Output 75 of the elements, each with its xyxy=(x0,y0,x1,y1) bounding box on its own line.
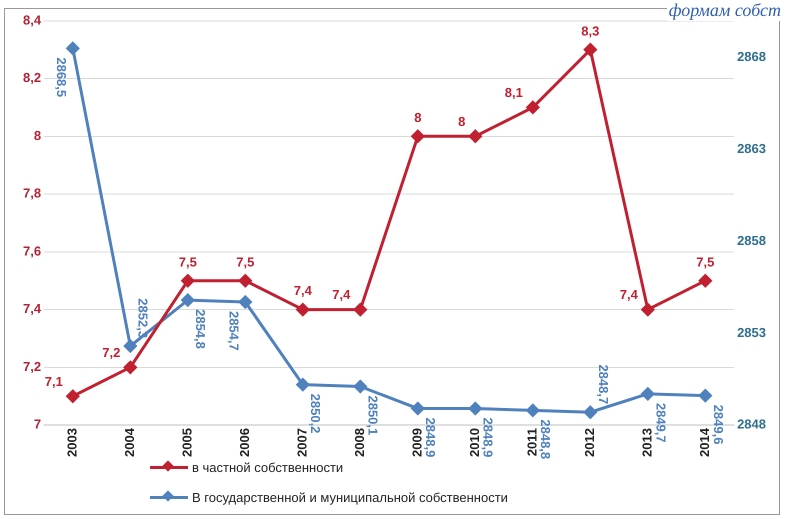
data-label: 2848,9 xyxy=(423,418,438,458)
y-tick-label: 7,4 xyxy=(22,301,42,316)
point xyxy=(641,387,654,400)
data-label: 7,4 xyxy=(294,283,313,298)
x-tick-label: 2008 xyxy=(352,428,367,457)
y-tick-label: 7,6 xyxy=(22,243,42,258)
y-tick-label: 7 xyxy=(34,416,42,432)
data-label: 2849,6 xyxy=(710,404,726,444)
point xyxy=(181,274,194,288)
point xyxy=(354,303,367,316)
legend-label: В государственной и муниципальной собственности xyxy=(192,490,508,504)
x-tick-label: 2004 xyxy=(122,427,137,457)
data-label: 8,1 xyxy=(504,85,523,100)
point xyxy=(411,130,424,143)
data-label: 7,4 xyxy=(332,287,352,302)
y2-tick-label: 2863 xyxy=(737,141,766,156)
data-label: 2848,9 xyxy=(480,418,496,458)
y2-tick-label: 2858 xyxy=(737,232,766,248)
point xyxy=(354,380,367,393)
x-tick-label: 2010 xyxy=(466,428,482,457)
data-label: 7,1 xyxy=(44,374,63,389)
x-tick-label: 2003 xyxy=(64,428,80,457)
point xyxy=(296,378,310,392)
y-tick-label: 8,2 xyxy=(22,70,42,86)
data-label: 7,2 xyxy=(102,344,120,360)
data-label: 7,4 xyxy=(620,287,639,302)
point xyxy=(238,295,252,308)
data-label: 2850,2 xyxy=(308,394,324,434)
y2-tick-label: 2848 xyxy=(737,416,766,432)
legend-label: в частной собственности xyxy=(192,460,344,474)
point xyxy=(641,303,654,316)
point xyxy=(526,404,540,417)
x-tick-label: 2013 xyxy=(639,428,654,457)
x-tick-label: 2007 xyxy=(294,428,310,457)
y-tick-label: 8 xyxy=(34,128,42,143)
data-label: 8 xyxy=(414,110,422,125)
point xyxy=(124,340,137,353)
x-tick-label: 2014 xyxy=(696,427,712,457)
data-label: 8,3 xyxy=(581,23,600,38)
y2-tick-label: 2868 xyxy=(737,49,766,64)
point xyxy=(238,274,252,288)
y-tick-label: 8,4 xyxy=(22,12,42,28)
text: формам собст xyxy=(666,0,783,21)
point xyxy=(468,402,482,416)
point xyxy=(124,360,137,374)
data-label: 7,5 xyxy=(696,254,714,270)
x-tick-label: 2011 xyxy=(524,428,540,456)
data-label: 7,5 xyxy=(236,254,254,270)
x-tick-label: 2009 xyxy=(409,428,424,457)
y-tick-label: 7,2 xyxy=(22,358,42,374)
point xyxy=(181,294,194,307)
data-label: 7,5 xyxy=(178,254,197,270)
y2-tick-label: 2853 xyxy=(737,324,766,340)
x-tick-label: 2012 xyxy=(582,428,597,457)
point xyxy=(468,130,482,143)
point xyxy=(296,303,310,316)
data-label: 2850,1 xyxy=(366,395,381,436)
data-label: 2848,8 xyxy=(538,419,554,460)
point xyxy=(584,406,597,419)
data-label: 8 xyxy=(458,114,466,129)
point xyxy=(66,390,80,403)
point xyxy=(411,402,424,416)
x-tick-label: 2005 xyxy=(179,428,194,457)
data-label: 2868,5 xyxy=(54,57,70,98)
data-label: 2849,7 xyxy=(653,402,668,443)
point xyxy=(698,389,712,402)
data-label: 2848,7 xyxy=(596,364,611,404)
point xyxy=(584,43,597,56)
y-tick-label: 7,8 xyxy=(22,186,42,201)
data-label: 2854,8 xyxy=(193,309,208,349)
x-tick-label: 2006 xyxy=(236,428,252,457)
data-label: 2854,7 xyxy=(226,310,242,351)
point xyxy=(526,100,540,114)
point xyxy=(66,42,80,55)
point xyxy=(698,274,712,288)
